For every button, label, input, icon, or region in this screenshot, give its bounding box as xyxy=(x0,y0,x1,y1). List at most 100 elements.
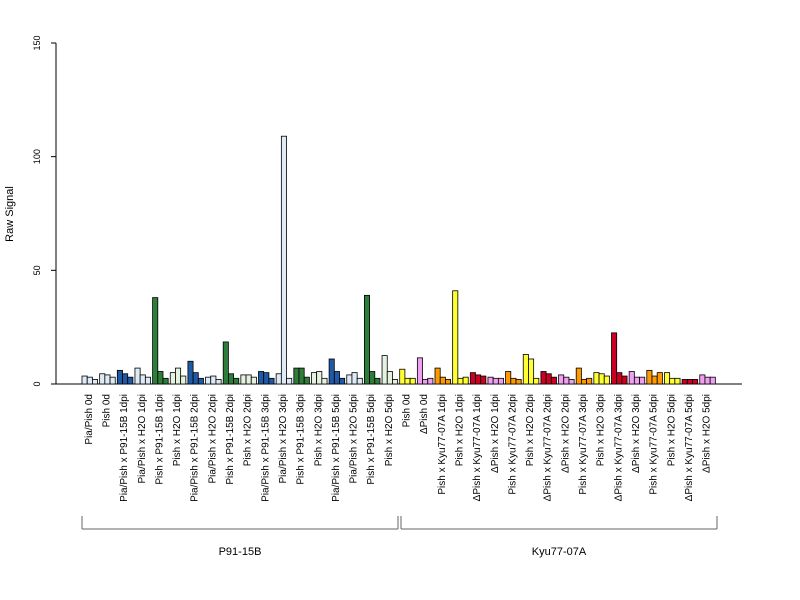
bar xyxy=(86,376,93,385)
bar xyxy=(628,371,635,385)
bar xyxy=(409,377,416,385)
bars xyxy=(81,135,716,385)
bar xyxy=(522,354,529,385)
bar xyxy=(575,367,582,385)
x-tick-label: Pish x H2O 3dpi xyxy=(596,394,607,466)
bar xyxy=(664,372,671,385)
bar xyxy=(674,377,681,385)
bar xyxy=(351,372,358,385)
bar xyxy=(528,358,535,385)
bar xyxy=(109,376,116,385)
x-tick-label: Pia/Pish 0d xyxy=(84,394,95,445)
y-axis: 0 50 100 150 xyxy=(32,35,57,387)
bar xyxy=(293,367,300,385)
x-tick-label: ΔPish x Kyu77-07A 2dpi xyxy=(543,394,554,501)
bar xyxy=(427,377,434,385)
x-tick-label: Pish x H2O 5dpi xyxy=(666,394,677,466)
group-label: P91-15B xyxy=(219,546,262,558)
bar xyxy=(116,369,123,385)
bar xyxy=(374,377,381,385)
bar xyxy=(381,355,388,385)
bar xyxy=(639,376,646,385)
bar xyxy=(386,371,393,385)
bar xyxy=(258,371,265,385)
bar xyxy=(303,376,310,385)
x-tick-label: ΔPish x Kyu77-07A 1dpi xyxy=(472,394,483,501)
bar xyxy=(122,373,129,385)
bar xyxy=(452,290,459,385)
x-tick-label: Pish x H2O 2dpi xyxy=(525,394,536,466)
bar xyxy=(139,374,146,385)
x-tick-label: Pish x H2O 5dpi xyxy=(384,394,395,466)
bar xyxy=(669,377,676,385)
bar xyxy=(598,373,605,385)
y-tick-label: 100 xyxy=(32,149,42,164)
bar xyxy=(475,374,482,385)
x-tick-label: Pia/Pish x H2O 1dpi xyxy=(137,394,148,484)
bar xyxy=(550,376,557,385)
x-tick-label: Pish x H2O 3dpi xyxy=(313,394,324,466)
x-tick-label: Pia/Pish x P91-15B 2dpi xyxy=(190,394,201,502)
bar xyxy=(581,379,588,385)
y-tick-label: 150 xyxy=(32,35,42,50)
bar xyxy=(81,375,88,385)
bar xyxy=(104,374,111,385)
bar xyxy=(434,367,441,385)
bar xyxy=(480,375,487,385)
x-tick-label: Pish x H2O 2dpi xyxy=(243,394,254,466)
bar xyxy=(286,377,293,385)
bar xyxy=(462,376,469,385)
x-tick-label: Pish x P91-15B 2dpi xyxy=(225,394,236,485)
x-tick-label: ΔPish x H2O 1dpi xyxy=(490,394,501,473)
x-tick-label: Pish 0d xyxy=(402,394,413,427)
bar xyxy=(127,376,134,385)
x-tick-label: Pia/Pish x P91-15B 1dpi xyxy=(119,394,130,502)
bar xyxy=(311,372,318,385)
x-tick-label: Pia/Pish x H2O 3dpi xyxy=(278,394,289,484)
x-tick-label: ΔPish x Kyu77-07A 3dpi xyxy=(613,394,624,501)
bar xyxy=(222,341,229,385)
bar xyxy=(611,332,618,385)
bar xyxy=(586,377,593,385)
bar xyxy=(227,373,234,385)
bar xyxy=(540,371,547,385)
bar xyxy=(180,375,187,385)
bar xyxy=(533,377,540,385)
bar xyxy=(245,374,252,385)
bar xyxy=(275,373,282,385)
bar xyxy=(545,373,552,385)
bar xyxy=(333,371,340,385)
bar xyxy=(392,379,399,385)
bar xyxy=(263,372,270,385)
bar xyxy=(487,376,494,385)
bar xyxy=(603,375,610,385)
bar xyxy=(469,372,476,385)
x-tick-label: Pish x H2O 1dpi xyxy=(454,394,465,466)
bar xyxy=(505,371,512,385)
x-tick-label: ΔPish 0d xyxy=(419,394,430,434)
bar xyxy=(692,379,699,385)
bar xyxy=(99,373,106,385)
bar xyxy=(363,294,370,385)
bar xyxy=(215,379,222,385)
bar xyxy=(169,372,176,385)
bar xyxy=(197,377,204,385)
bar xyxy=(250,376,257,385)
bar xyxy=(152,297,159,385)
bar xyxy=(633,376,640,385)
y-tick-label: 0 xyxy=(32,381,42,386)
bar xyxy=(157,371,164,385)
bar xyxy=(240,374,247,385)
x-tick-label: Pish x P91-15B 5dpi xyxy=(366,394,377,485)
bar xyxy=(422,379,429,385)
bar xyxy=(492,377,499,385)
x-tick-labels: Pia/Pish 0d Pish 0d Pia/Pish x P91-15B 1dp… xyxy=(84,394,713,502)
x-tick-label: Pish x P91-15B 1dpi xyxy=(154,394,165,485)
bar xyxy=(280,135,287,385)
x-tick-label: Pia/Pish x H2O 5dpi xyxy=(349,394,360,484)
bar xyxy=(563,376,570,385)
bar xyxy=(321,377,328,385)
bar xyxy=(205,376,212,385)
bar xyxy=(568,379,575,385)
